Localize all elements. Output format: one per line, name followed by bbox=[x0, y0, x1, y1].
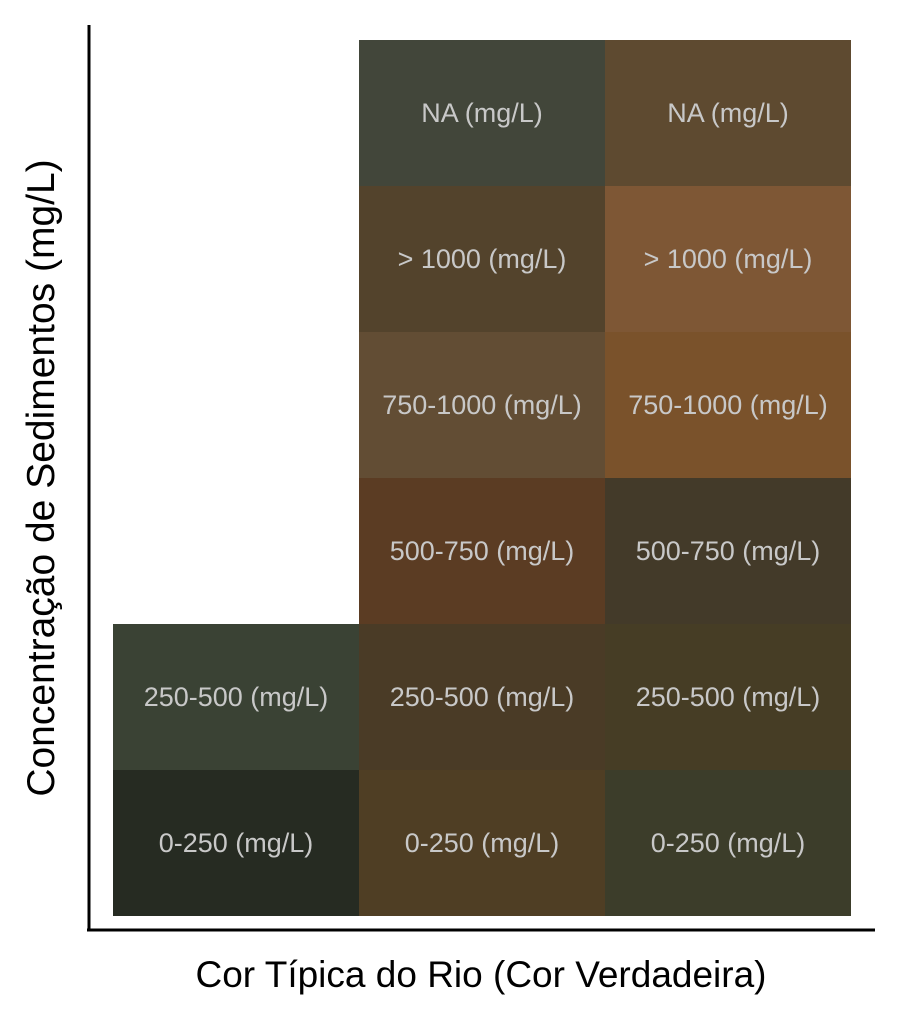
heatmap-cell-col0-250-500-mg-l bbox=[113, 624, 359, 770]
heatmap-cell-col2-na-mg-l bbox=[605, 40, 851, 186]
y-axis-title: Concentração de Sedimentos (mg/L) bbox=[20, 159, 63, 797]
x-axis-title: Cor Típica do Rio (Cor Verdadeira) bbox=[195, 954, 767, 995]
heatmap-cell-col2-250-500-mg-l bbox=[605, 624, 851, 770]
cell-label-col2-500-750-mg-l: 500-750 (mg/L) bbox=[636, 536, 821, 566]
heatmap-cell-col2-0-250-mg-l bbox=[605, 770, 851, 916]
cell-label-col2-na-mg-l: NA (mg/L) bbox=[667, 98, 789, 128]
cell-label-col1-0-250-mg-l: 0-250 (mg/L) bbox=[405, 828, 560, 858]
heatmap-cell-col2-750-1000-mg-l bbox=[605, 332, 851, 478]
cell-label-col2-250-500-mg-l: 250-500 (mg/L) bbox=[636, 682, 821, 712]
cell-label-col2-750-1000-mg-l: 750-1000 (mg/L) bbox=[628, 390, 828, 420]
heatmap-cell-col2-500-750-mg-l bbox=[605, 478, 851, 624]
cell-label-col1-750-1000-mg-l: 750-1000 (mg/L) bbox=[382, 390, 582, 420]
heatmap-cell-col1-na-mg-l bbox=[359, 40, 605, 186]
heatmap-cell-col2-1000-mg-l bbox=[605, 186, 851, 332]
heatmap-cell-col1-250-500-mg-l bbox=[359, 624, 605, 770]
cell-label-col2-1000-mg-l: > 1000 (mg/L) bbox=[644, 244, 813, 274]
cell-label-col1-500-750-mg-l: 500-750 (mg/L) bbox=[390, 536, 575, 566]
cell-label-col0-0-250-mg-l: 0-250 (mg/L) bbox=[159, 828, 314, 858]
heatmap-cell-col1-1000-mg-l bbox=[359, 186, 605, 332]
heatmap-cell-col1-750-1000-mg-l bbox=[359, 332, 605, 478]
heatmap-cell-col1-500-750-mg-l bbox=[359, 478, 605, 624]
heatmap-cells: 0-250 (mg/L) 250-500 (mg/L) 0-250 (mg/L) 25… bbox=[113, 40, 851, 916]
heatmap-cell-col1-0-250-mg-l bbox=[359, 770, 605, 916]
cell-label-col1-na-mg-l: NA (mg/L) bbox=[421, 98, 543, 128]
cell-label-col1-250-500-mg-l: 250-500 (mg/L) bbox=[390, 682, 575, 712]
cell-label-col2-0-250-mg-l: 0-250 (mg/L) bbox=[651, 828, 806, 858]
cell-label-col1-1000-mg-l: > 1000 (mg/L) bbox=[398, 244, 567, 274]
heatmap-cell-col0-0-250-mg-l bbox=[113, 770, 359, 916]
cell-label-col0-250-500-mg-l: 250-500 (mg/L) bbox=[144, 682, 329, 712]
